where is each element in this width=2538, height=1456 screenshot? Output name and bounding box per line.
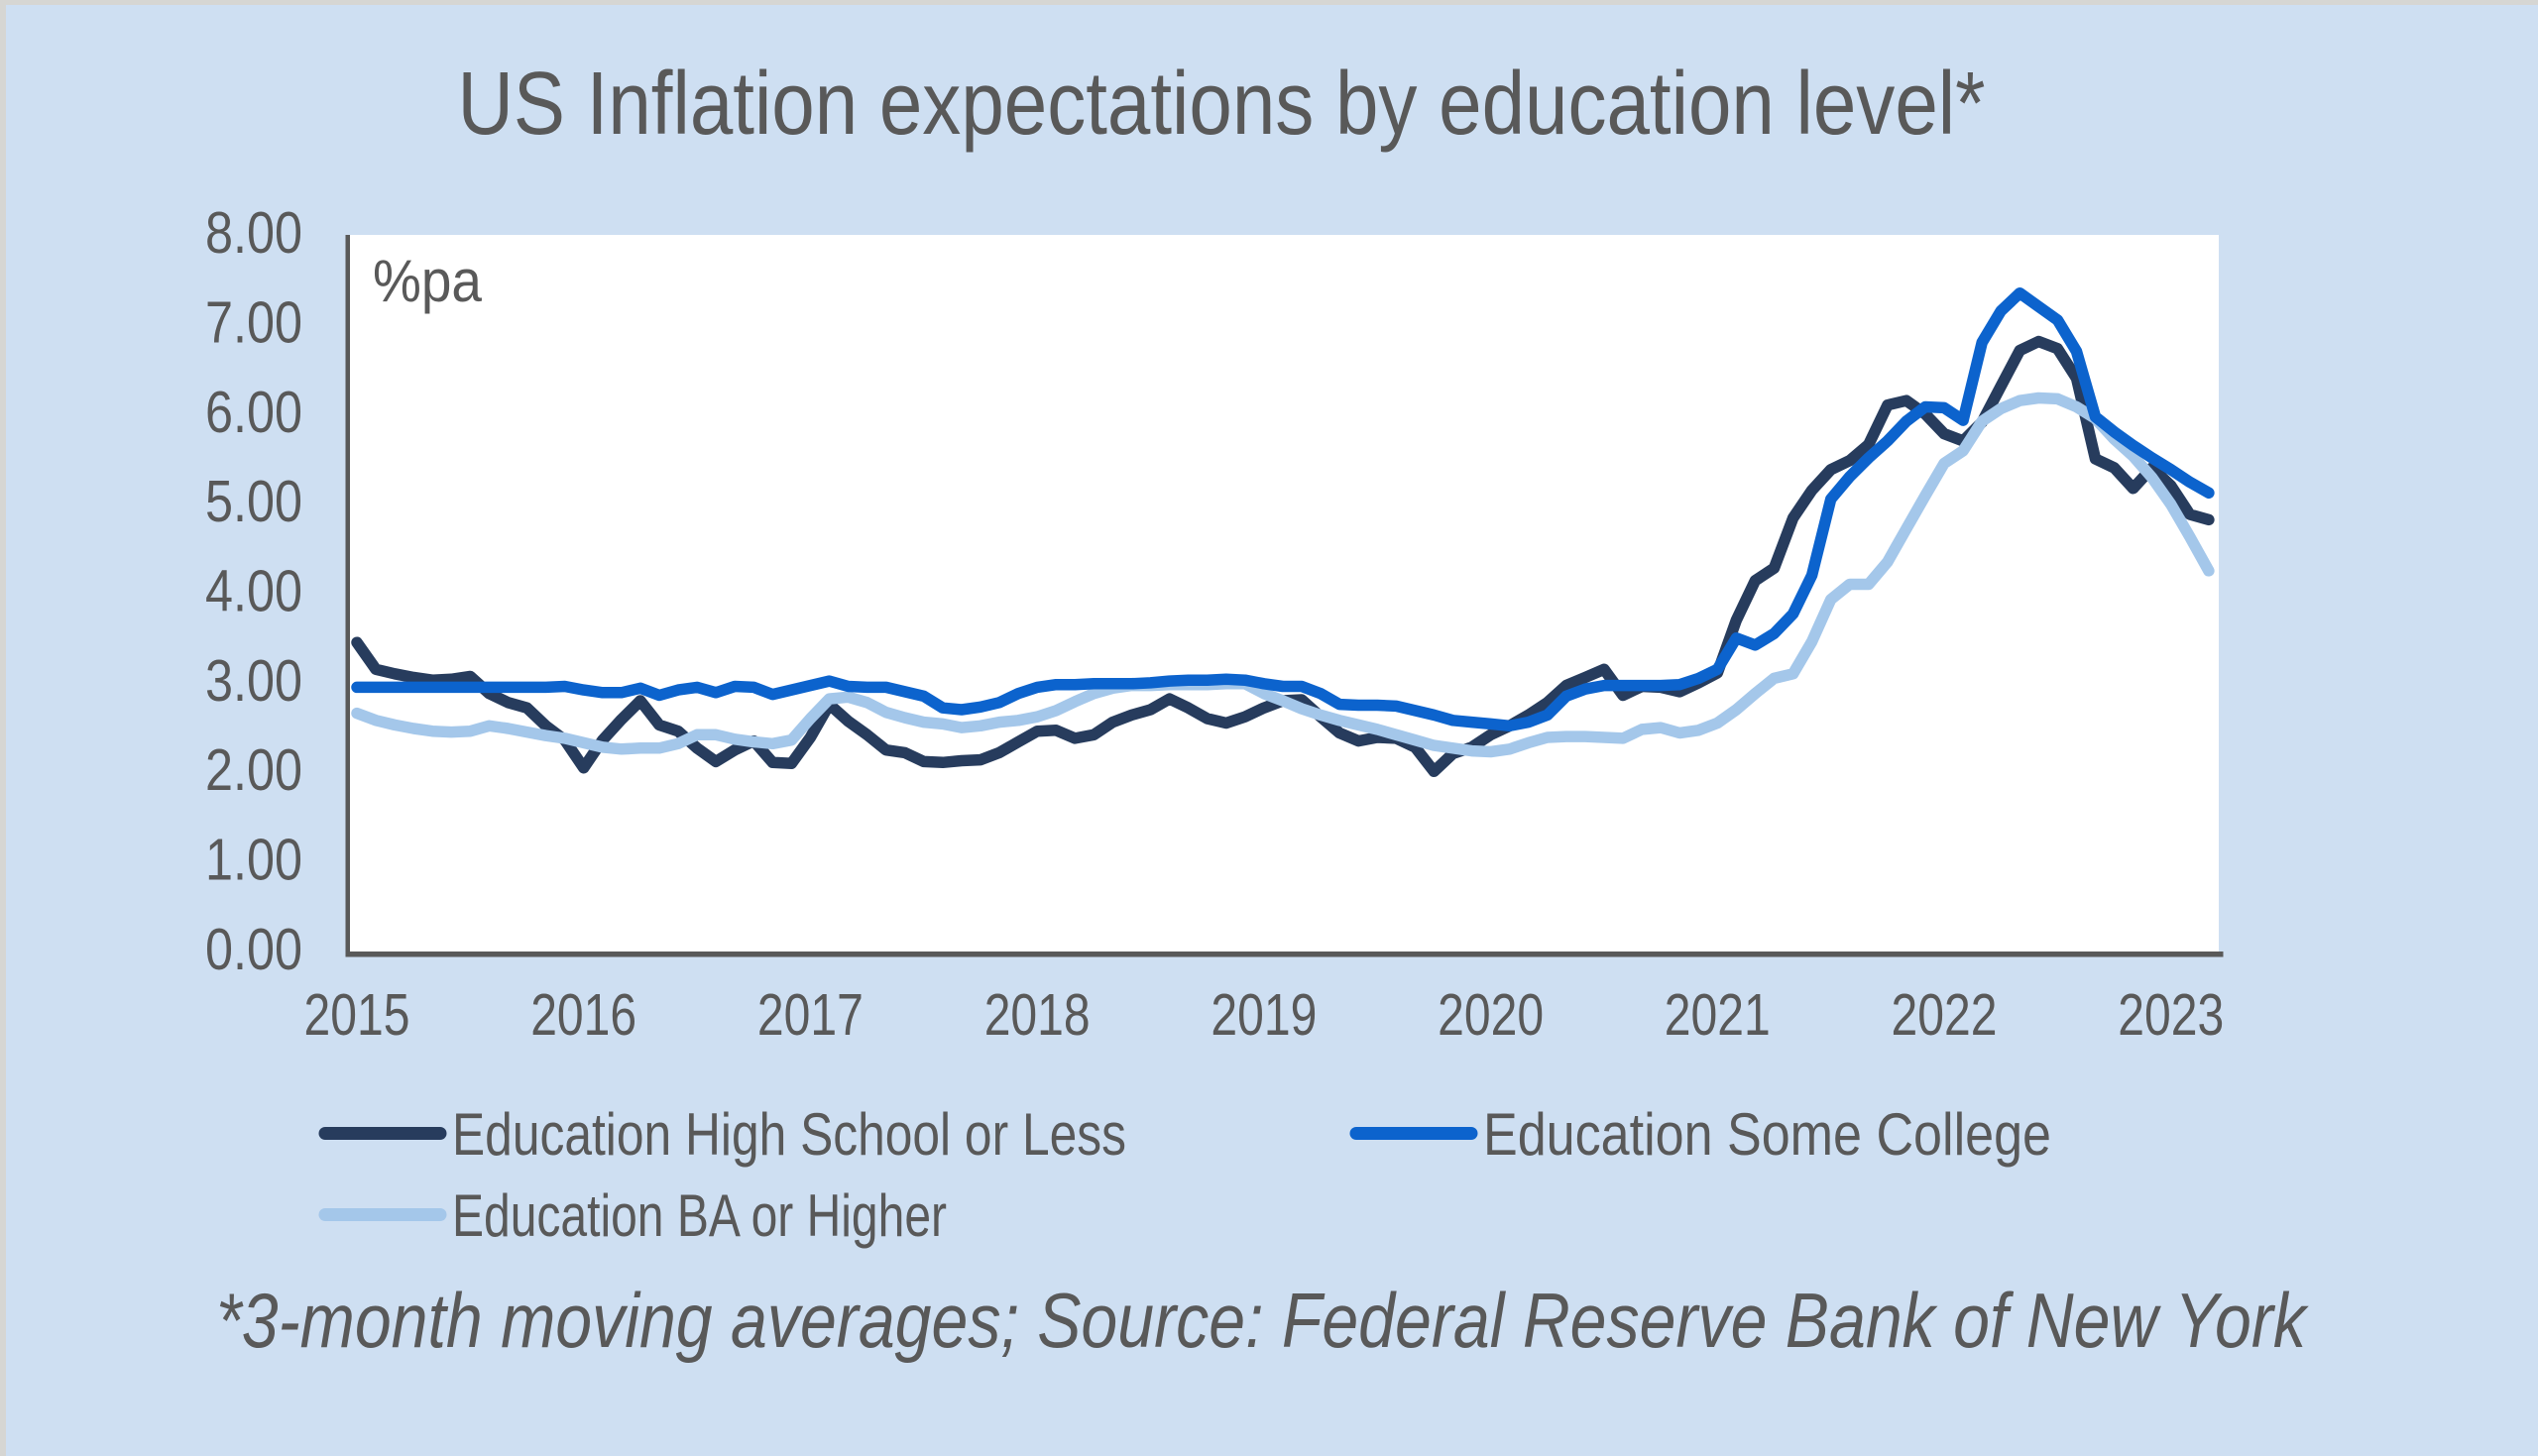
svg-text:4.00: 4.00 — [205, 559, 302, 624]
svg-text:1.00: 1.00 — [205, 828, 302, 893]
svg-text:Education Some College: Education Some College — [1483, 1101, 2051, 1168]
svg-text:3.00: 3.00 — [205, 648, 302, 714]
svg-text:2.00: 2.00 — [205, 737, 302, 803]
svg-text:US Inflation expectations by e: US Inflation expectations by education l… — [458, 55, 1986, 154]
svg-text:2023: 2023 — [2118, 982, 2224, 1048]
svg-text:%pa: %pa — [373, 248, 483, 314]
svg-text:Education BA or Higher: Education BA or Higher — [452, 1182, 947, 1249]
svg-text:2017: 2017 — [757, 982, 864, 1048]
svg-text:6.00: 6.00 — [205, 380, 302, 445]
svg-text:2015: 2015 — [304, 982, 410, 1048]
svg-text:*3-month moving averages; Sour: *3-month moving averages; Source: Federa… — [216, 1277, 2309, 1364]
svg-text:Education High School or Less: Education High School or Less — [452, 1101, 1126, 1168]
svg-text:2022: 2022 — [1892, 982, 1998, 1048]
svg-text:2020: 2020 — [1438, 982, 1544, 1048]
svg-text:2019: 2019 — [1211, 982, 1317, 1048]
svg-text:7.00: 7.00 — [205, 289, 302, 355]
svg-text:5.00: 5.00 — [205, 469, 302, 534]
svg-text:2016: 2016 — [530, 982, 636, 1048]
svg-text:2018: 2018 — [984, 982, 1091, 1048]
svg-text:0.00: 0.00 — [205, 917, 302, 982]
svg-text:8.00: 8.00 — [205, 200, 302, 266]
svg-text:2021: 2021 — [1665, 982, 1771, 1048]
